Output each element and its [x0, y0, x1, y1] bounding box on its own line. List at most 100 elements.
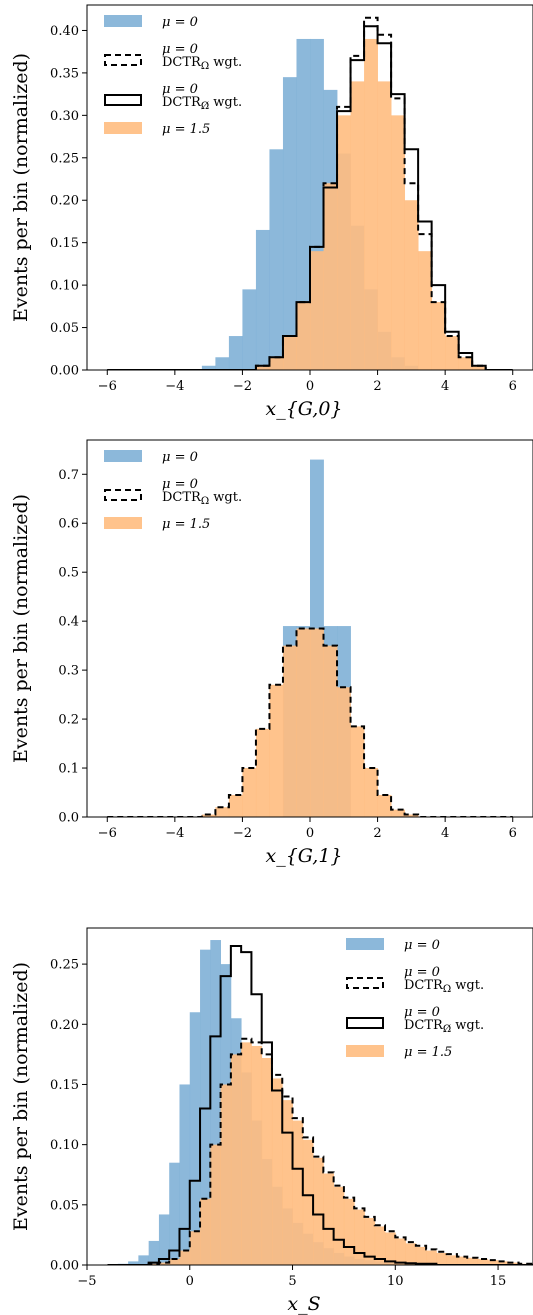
bar [158, 1214, 170, 1265]
y-tick-label: 0.5 [58, 566, 79, 581]
bar [377, 794, 392, 817]
x-axis-label: x_{G,0} [265, 398, 342, 420]
y-tick-label: 0.00 [50, 1259, 79, 1274]
bar [377, 81, 392, 370]
axes-frame [86, 927, 533, 1266]
legend-label: μ = 0 [162, 82, 198, 97]
legend-sublabel: DCTRΩ̸ wgt. [404, 1018, 484, 1035]
series-3 [107, 945, 533, 1265]
y-tick-label: 0.4 [58, 615, 79, 630]
y-axis-label: Events per bin (normalized) [10, 962, 32, 1231]
bar [282, 1100, 293, 1265]
x-tick-label: −4 [165, 379, 184, 394]
bar [189, 1231, 201, 1265]
bar [292, 1120, 304, 1265]
bar [404, 814, 419, 817]
chart-panel-2: −6 −4 −2 0 2 4 6 0.0 0.1 0.2 0.3 0.4 0.5 0.6 0.7 Events… [10, 439, 533, 867]
bar [242, 289, 257, 370]
step-line [107, 627, 513, 817]
bar [323, 645, 338, 817]
step-line [107, 1037, 533, 1265]
series-3 [201, 628, 419, 817]
bar [445, 336, 460, 370]
x-axis-label: x_{G,1} [265, 845, 342, 867]
legend-sublabel: DCTRΩ wgt. [404, 978, 484, 995]
legend-label: μ = 1.5 [404, 1045, 452, 1060]
bar [242, 768, 257, 817]
bar [251, 1045, 263, 1265]
series-4 [255, 38, 487, 370]
bar [128, 1261, 139, 1265]
legend-label: μ = 0 [162, 450, 198, 465]
bar [215, 357, 230, 370]
y-axis-label: Events per bin (normalized) [10, 494, 32, 763]
bar [255, 365, 270, 370]
y-tick-label: 0.10 [50, 1138, 79, 1153]
y-tick-label: 0.6 [58, 517, 79, 532]
bar [487, 1260, 499, 1265]
bar [350, 81, 365, 370]
y-tick-label: 0.20 [50, 1018, 79, 1033]
x-tick-label: −2 [233, 826, 252, 841]
bar [228, 336, 243, 370]
y-tick-label: 0.05 [50, 1198, 79, 1213]
x-tick-label: 2 [373, 379, 381, 394]
y-tick-label: 0.25 [50, 151, 79, 166]
legend-sublabel: DCTRΩ wgt. [162, 490, 242, 507]
y-tick-label: 0.1 [58, 762, 79, 777]
series-2 [107, 627, 513, 817]
y-tick-label: 0.00 [50, 364, 79, 379]
bar [364, 38, 378, 370]
bar [269, 684, 284, 817]
x-tick-label: 0 [186, 1274, 194, 1289]
bar [508, 1262, 520, 1265]
legend-entry-3: μ = 1.5 [104, 517, 210, 532]
bar [241, 1042, 252, 1265]
bar [255, 229, 270, 370]
bar [169, 1258, 180, 1265]
bar [446, 1255, 458, 1265]
bar [337, 687, 351, 817]
legend-swatch [346, 938, 384, 950]
y-tick-label: 0.2 [58, 713, 79, 728]
step-line [107, 25, 513, 370]
legend-swatch [346, 1045, 384, 1057]
legend-label: μ = 0 [404, 938, 440, 953]
legend-label: μ = 0 [162, 477, 198, 492]
legend-entry-1: μ = 0 [104, 450, 198, 465]
legend-swatch [104, 15, 142, 27]
bar [498, 1261, 509, 1265]
bar [395, 1238, 406, 1265]
x-tick-label: 10 [387, 1274, 404, 1289]
bar [179, 1084, 191, 1265]
legend-sublabel: DCTRΩ wgt. [162, 55, 242, 72]
legend-label: μ = 0 [404, 1005, 440, 1020]
bar [456, 1256, 468, 1265]
bar [323, 183, 338, 370]
y-tick-label: 0.15 [50, 1078, 79, 1093]
y-tick-label: 0.10 [50, 279, 79, 294]
bar [158, 1262, 170, 1265]
bar [477, 1258, 489, 1265]
bar [296, 38, 311, 370]
bar [302, 1139, 314, 1265]
legend-entry-4: μ = 1.5 [104, 122, 210, 137]
y-tick-label: 0.20 [50, 194, 79, 209]
bar [148, 1240, 160, 1265]
bar [210, 940, 221, 1265]
legend-label: μ = 0 [404, 965, 440, 980]
bar [350, 726, 365, 817]
bar [138, 1255, 150, 1265]
series-2 [107, 16, 513, 370]
step-line [107, 945, 533, 1265]
x-tick-label: −6 [98, 826, 117, 841]
bar [323, 1173, 335, 1265]
bar [418, 251, 433, 370]
x-tick-label: −5 [77, 1274, 96, 1289]
legend-swatch [346, 977, 384, 989]
bar [296, 628, 311, 817]
bar [200, 949, 211, 1265]
bar [436, 1252, 448, 1265]
bar [343, 1198, 355, 1265]
